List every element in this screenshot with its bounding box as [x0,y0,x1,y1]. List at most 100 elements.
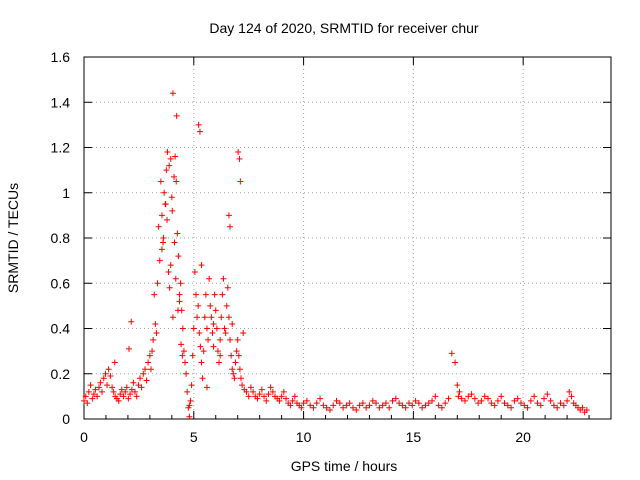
data-point [243,388,250,395]
data-point [92,386,99,393]
data-point [115,397,122,404]
data-point [359,400,366,407]
data-point [219,291,226,298]
data-point [269,388,276,395]
data-point [227,223,234,230]
data-point [217,336,224,343]
data-point [261,393,268,400]
data-point [154,280,161,287]
data-point [210,320,217,327]
data-point [171,173,178,180]
data-point [176,298,183,305]
data-point [105,366,112,373]
data-point [167,262,174,269]
data-point [110,388,117,395]
data-point [438,404,445,411]
data-point [448,350,455,357]
data-point [508,404,515,411]
data-point [177,280,184,287]
data-point [178,341,185,348]
data-point [435,402,442,409]
data-point [475,400,482,407]
data-point [554,404,561,411]
data-point [95,384,102,391]
data-point [278,393,285,400]
data-point [220,275,227,282]
data-point [541,395,548,402]
data-point [84,400,91,407]
data-point [265,391,272,398]
x-tick-label: 0 [80,429,88,445]
data-point [471,395,478,402]
y-axis-title: SRMTID / TECUs [5,183,21,293]
data-point [107,373,114,380]
data-point [579,404,586,411]
data-point [343,402,350,409]
data-point [151,291,158,298]
data-point [183,370,190,377]
data-point [194,314,201,321]
data-point [461,397,468,404]
data-point [326,406,333,413]
data-point [468,391,475,398]
data-point [267,384,274,391]
data-point [186,413,193,420]
data-point [150,336,157,343]
data-point [392,395,399,402]
data-point [402,404,409,411]
data-point [396,400,403,407]
data-point [130,379,137,386]
data-point [160,235,167,241]
data-point [201,314,208,321]
data-point [237,178,244,185]
data-point [229,366,236,373]
data-point [298,404,305,411]
data-point [389,397,396,404]
data-point [213,325,220,332]
data-point [452,359,459,366]
data-point [109,384,116,391]
data-point [216,359,223,366]
data-point [145,359,152,366]
data-point [189,352,196,359]
data-point [455,393,462,400]
data-point [164,216,171,223]
data-point [256,391,263,398]
data-point [238,375,245,382]
data-point [369,397,376,404]
data-point [167,155,174,162]
data-point [531,393,538,400]
data-point [405,400,412,407]
data-point [111,359,118,366]
data-point [346,400,353,407]
data-point [202,291,209,298]
data-point [82,393,89,400]
data-point [198,262,205,269]
data-point [336,400,343,407]
data-point [456,388,463,395]
data-point [229,320,236,327]
data-point [517,400,524,407]
data-point [172,153,179,160]
data-point [209,330,216,337]
data-point [169,90,176,97]
data-point [212,307,219,314]
data-point [258,386,265,393]
data-point [234,336,241,343]
data-point [203,384,210,391]
data-point [138,384,145,391]
data-point [179,352,186,359]
data-point [228,352,235,359]
data-point [131,388,138,395]
data-point [245,393,252,400]
data-point [155,223,162,230]
data-point [223,302,230,309]
data-point [173,112,180,119]
data-point [175,253,182,260]
data-point [235,149,242,156]
data-point [99,388,106,395]
data-point [214,348,221,355]
data-point [300,400,307,407]
data-point [153,330,160,337]
